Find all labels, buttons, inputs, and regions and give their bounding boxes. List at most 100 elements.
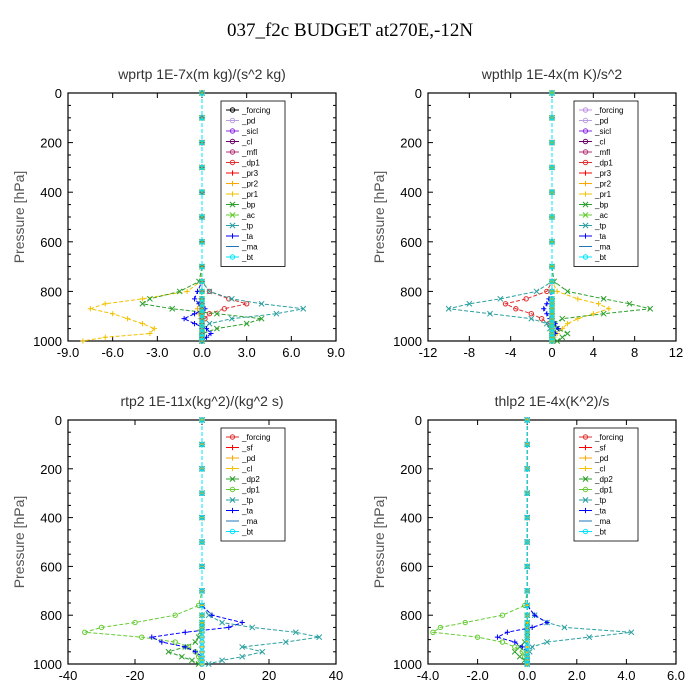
legend-label: _ma: [594, 517, 611, 526]
data-point: [549, 263, 555, 270]
legend-label: _forcing: [241, 106, 270, 115]
x-tick-label: 12: [669, 345, 683, 360]
x-tick-label: 6.0: [282, 345, 300, 360]
data-point: [549, 115, 555, 121]
legend-marker: [229, 170, 236, 176]
data-point: [199, 189, 205, 195]
x-tick-label: -40: [59, 668, 78, 683]
x-tick-label: -8: [464, 345, 476, 360]
legend-label: _pr2: [241, 180, 259, 189]
legend-marker: [229, 128, 236, 134]
legend-label: _forcing: [241, 433, 270, 442]
legend-label: _dp1: [594, 486, 613, 495]
legend-label: _cl: [241, 138, 252, 147]
chart-title: thlp2 1E-4x(K^2)/s: [495, 393, 610, 409]
legend-marker: [582, 191, 589, 197]
data-point: [199, 338, 205, 344]
data-point: [292, 629, 299, 636]
data-point: [529, 643, 536, 650]
y-tick-label: 600: [40, 235, 62, 250]
legend-label: _cl: [594, 465, 605, 474]
data-point: [487, 310, 493, 317]
legend-box: [220, 427, 286, 542]
data-point: [221, 306, 228, 312]
data-point: [524, 490, 530, 496]
data-point: [554, 338, 561, 344]
legend-label: _pr3: [241, 169, 259, 178]
x-tick-label: 3.0: [238, 345, 256, 360]
data-point: [258, 300, 265, 307]
data-point: [549, 139, 555, 146]
data-point: [205, 612, 212, 619]
x-tick-label: 20: [262, 668, 276, 683]
series-bt: [549, 90, 555, 344]
data-point: [502, 301, 509, 307]
data-point: [474, 634, 481, 640]
data-point: [228, 295, 235, 302]
series-line: [166, 420, 203, 665]
x-tick-label: -9.0: [57, 345, 79, 360]
data-point: [199, 288, 205, 295]
data-point: [516, 653, 523, 660]
series-pr1: [80, 90, 205, 344]
data-point: [533, 288, 540, 295]
legend-marker: [229, 434, 236, 440]
series-dp1: [430, 417, 530, 667]
chart-panel-1: wprtp 1E-7x(m kg)/(s^2 kg) Pressure [hPa]…: [11, 66, 345, 360]
legend-box: [573, 427, 639, 542]
y-tick-label: 200: [400, 462, 422, 477]
series-line: [496, 420, 549, 664]
legend-label: _mfl: [594, 148, 610, 157]
legend-label: _pr3: [594, 169, 612, 178]
legend-marker: [582, 128, 589, 134]
legend-marker: [582, 444, 589, 451]
data-point: [524, 612, 530, 618]
series-bt: [524, 417, 530, 667]
legend-marker: [229, 233, 236, 239]
data-point: [497, 295, 504, 302]
y-tick-label: 0: [55, 413, 62, 428]
data-point: [528, 311, 535, 317]
x-tick-label: -6.0: [101, 345, 123, 360]
data-point: [139, 300, 146, 307]
legend-label: _cl: [594, 138, 605, 147]
legend-marker: [582, 117, 589, 124]
y-tick-label: 0: [55, 86, 62, 101]
data-point: [182, 629, 188, 635]
data-point: [199, 115, 205, 121]
series-line: [448, 93, 553, 341]
data-point: [258, 315, 265, 322]
data-point: [524, 563, 530, 570]
data-point: [192, 639, 199, 645]
legend-label: _ta: [241, 232, 254, 241]
y-tick-label: 1000: [393, 657, 422, 672]
series-ta: [494, 417, 550, 667]
x-tick-label: 9.0: [327, 345, 345, 360]
data-point: [182, 644, 188, 650]
legend-label: _tp: [594, 496, 607, 505]
legend-label: _bt: [594, 253, 607, 262]
legend-marker: [582, 107, 589, 113]
data-point: [549, 296, 555, 302]
legend-marker: [582, 476, 589, 482]
y-tick-label: 600: [400, 235, 422, 250]
legend-marker: [582, 180, 589, 187]
legend: _forcing _sf_pd _cl_dp2 _dp1_tp _ta_ma _bt: [573, 427, 639, 542]
data-point: [165, 648, 172, 655]
data-point: [532, 612, 538, 618]
chart-title: wpthlp 1E-4x(m K)/s^2: [481, 66, 623, 82]
data-point: [228, 315, 235, 322]
legend-marker: [229, 138, 236, 145]
data-point: [199, 239, 205, 245]
legend-label: _pd: [241, 117, 255, 126]
data-point: [524, 588, 530, 594]
y-tick-label: 200: [40, 136, 62, 151]
x-tick-label: -4: [505, 345, 517, 360]
legend-marker: [229, 254, 236, 260]
data-point: [102, 334, 108, 340]
data-point: [206, 288, 213, 295]
data-point: [524, 417, 530, 423]
data-point: [549, 315, 555, 322]
legend-label: _tp: [594, 222, 607, 231]
data-point: [524, 657, 530, 664]
